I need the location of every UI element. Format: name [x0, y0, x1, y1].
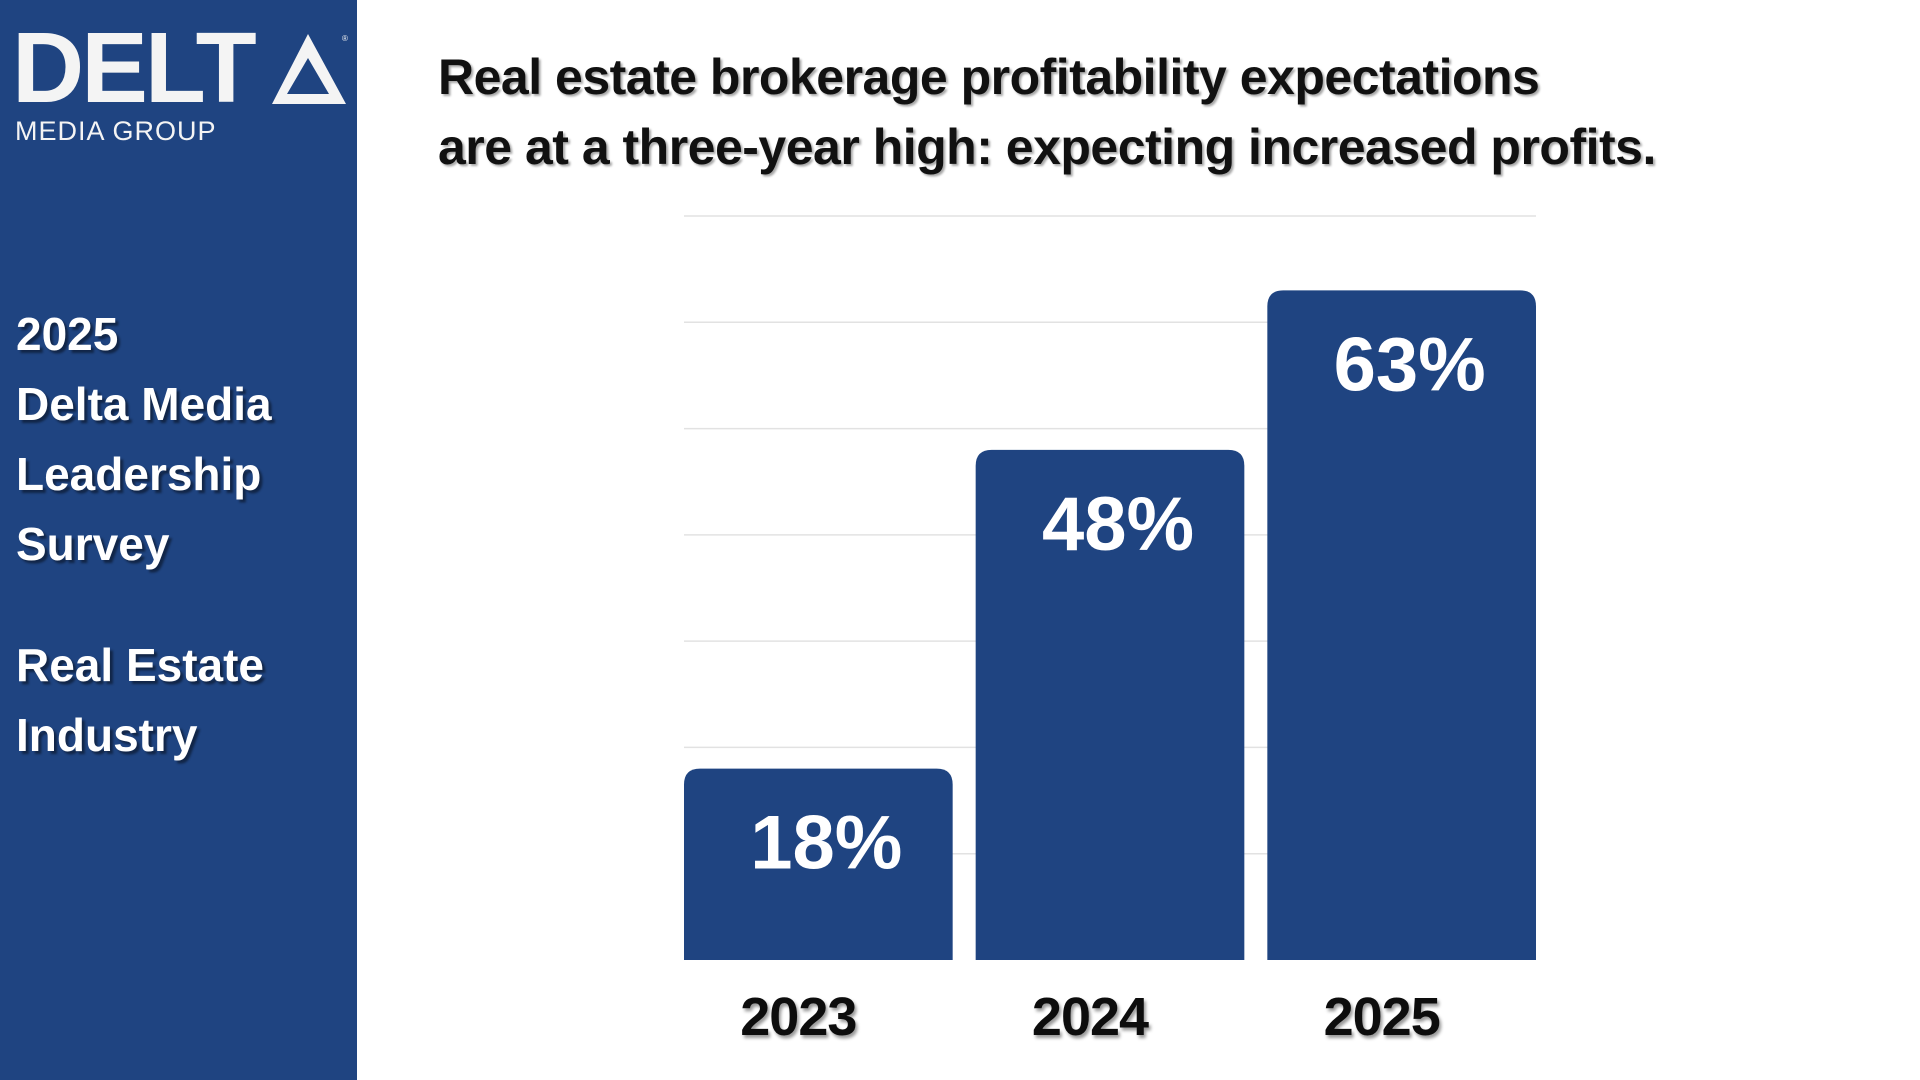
survey-line: 2025	[16, 308, 119, 360]
data-label: 63%	[1334, 322, 1486, 407]
title-line: Real estate brokerage profitability expe…	[438, 49, 1540, 105]
survey-line: Survey	[16, 518, 170, 570]
bar-2023	[684, 768, 953, 960]
data-label: 48%	[1042, 482, 1194, 567]
industry-line: Industry	[16, 709, 198, 761]
survey-line: Delta Media	[16, 378, 272, 430]
title-line: are at a three-year high: expecting incr…	[438, 119, 1656, 175]
x-tick-label: 2023	[740, 987, 856, 1047]
x-tick-label: 2025	[1324, 987, 1440, 1047]
logo-delta-triangle-icon: ®	[272, 34, 348, 104]
data-label: 18%	[750, 801, 902, 886]
logo-subtitle: MEDIA GROUP	[15, 116, 217, 146]
industry-line: Real Estate	[16, 639, 265, 691]
survey-line: Leadership	[16, 448, 262, 500]
logo-wordmark: DELT	[12, 12, 257, 124]
bar-2024	[975, 449, 1245, 960]
svg-text:®: ®	[342, 34, 348, 43]
sidebar: DELT ® MEDIA GROUP 2025 Delta Media Lead…	[0, 0, 357, 1080]
x-tick-label: 2024	[1032, 987, 1149, 1047]
chart-title: Real estate brokerage profitability expe…	[438, 42, 1656, 182]
survey-title: 2025 Delta Media Leadership Survey	[16, 299, 272, 579]
bar-2025	[1267, 290, 1536, 960]
industry-label: Real Estate Industry	[16, 630, 264, 770]
